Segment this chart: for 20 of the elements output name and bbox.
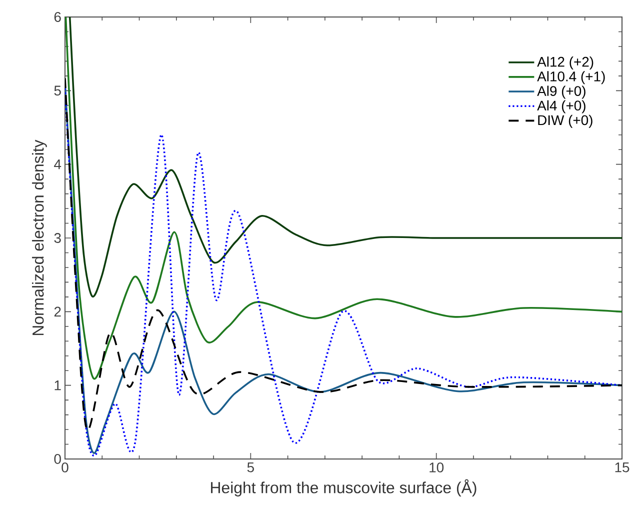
legend-label: Al4 (+0) xyxy=(537,100,586,114)
y-tick-label: 1 xyxy=(54,380,61,390)
x-tick-label: 10 xyxy=(430,462,444,472)
y-tick-label: 4 xyxy=(54,160,62,170)
legend-label: DIW (+0) xyxy=(538,114,592,128)
legend-label: Al12 (+2) xyxy=(537,56,594,70)
y-tick-label: 0 xyxy=(54,454,61,464)
y-tick-label: 3 xyxy=(54,233,61,243)
x-tick-label: 0 xyxy=(62,462,68,472)
x-axis-title: Height from the muscovite surface (Å) xyxy=(211,479,476,496)
y-tick-label: 2 xyxy=(54,306,61,317)
x-tick-label: 15 xyxy=(615,462,630,472)
y-axis-title: Normalized electron density xyxy=(32,140,47,336)
y-tick-label: 6 xyxy=(54,12,61,22)
line-series xyxy=(68,16,622,298)
x-tick-label: 5 xyxy=(247,462,254,472)
line-series xyxy=(65,16,622,379)
legend-label: Al9 (+0) xyxy=(537,86,586,99)
y-tick-label: 5 xyxy=(54,86,61,96)
legend-label: Al10.4 (+1) xyxy=(537,71,605,84)
